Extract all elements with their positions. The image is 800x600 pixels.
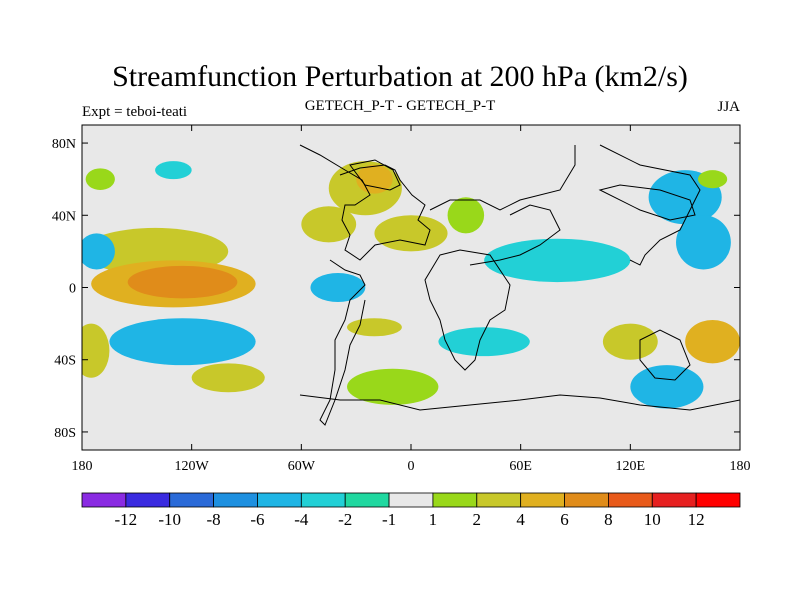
colorbar-label: 1	[429, 510, 438, 529]
contour-region-5	[82, 323, 110, 378]
contour-region-17	[685, 320, 740, 364]
season-label: JJA	[717, 99, 740, 115]
contour-region-24	[697, 170, 728, 189]
contour-region-16	[676, 215, 731, 270]
contour-region-20	[85, 168, 115, 191]
x-tick-label: 60E	[509, 459, 532, 474]
colorbar-label: -10	[158, 510, 181, 529]
coastline-greenland	[349, 159, 401, 191]
colorbar-label: -6	[250, 510, 264, 529]
axes: 180 120W 60W 0 60E 120E 180 80N 40N 0 40S 80S	[52, 125, 751, 474]
colorbar-swatch	[257, 492, 302, 508]
y-tick-label: 80N	[52, 137, 76, 152]
colorbar-label: 8	[604, 510, 613, 529]
colorbar-swatch	[169, 492, 215, 508]
colorbar-swatch	[300, 492, 346, 508]
y-tick-label: 0	[69, 282, 76, 297]
colorbar-label: 6	[560, 510, 569, 529]
contour-region-23	[447, 197, 485, 234]
contour-region-18	[602, 323, 658, 360]
chart-title: Streamfunction Perturbation at 200 hPa (…	[112, 60, 688, 93]
contour-region-14	[484, 238, 631, 283]
y-tick-label: 40S	[54, 354, 76, 369]
colorbar-label: 4	[516, 510, 525, 529]
experiment-label: Expt = teboi-teati	[82, 104, 188, 120]
contour-region-21	[347, 368, 439, 405]
x-tick-label: 120E	[616, 459, 646, 474]
colorbar-label: -2	[338, 510, 352, 529]
colorbar-label: -8	[207, 510, 221, 529]
contour-region-10	[374, 215, 448, 252]
colorbar-label: 12	[688, 510, 705, 529]
coastline-asia-north	[598, 184, 696, 221]
colorbar-swatch	[695, 492, 741, 508]
colorbar-label: 2	[473, 510, 482, 529]
y-tick-label: 80S	[54, 426, 76, 441]
x-tick-label: 180	[730, 459, 751, 474]
colorbar-swatch	[608, 492, 653, 508]
coastline-antarctica	[299, 394, 740, 411]
x-tick-label: 120W	[175, 459, 210, 474]
contour-region-22	[438, 327, 530, 357]
continent-outlines	[299, 144, 740, 426]
colorbar-swatch	[388, 492, 434, 508]
dataset-label: GETECH_P-T - GETECH_P-T	[304, 98, 496, 114]
contour-region-19	[630, 365, 704, 409]
colorbar-label: -1	[382, 510, 396, 529]
coastline-eurasia	[429, 144, 701, 266]
coastline-north-america	[299, 144, 431, 261]
colorbar-swatch	[213, 492, 258, 508]
contour-fields	[82, 161, 740, 409]
x-tick-label: 60W	[288, 459, 316, 474]
coastline-africa	[424, 249, 511, 371]
x-tick-label: 180	[72, 459, 93, 474]
contour-region-4	[191, 363, 265, 393]
colorbar-swatch	[476, 492, 522, 508]
colorbar-swatch	[432, 492, 478, 508]
colorbar-label: -12	[115, 510, 138, 529]
colorbar-swatch	[81, 492, 127, 508]
colorbar: -12 -10 -8 -6 -4 -2 -1 1 2 4 6 8 10 12	[81, 492, 741, 529]
colorbar-swatch	[125, 492, 171, 508]
contour-region-3	[109, 318, 256, 366]
contour-region-13	[155, 161, 192, 180]
colorbar-label: -4	[294, 510, 309, 529]
colorbar-swatch	[520, 492, 565, 508]
coastline-australia	[639, 329, 691, 381]
colorbar-label: 10	[644, 510, 661, 529]
contour-region-6	[82, 233, 115, 270]
contour-region-9	[301, 206, 357, 243]
colorbar-swatch	[344, 492, 390, 508]
contour-region-2	[127, 265, 238, 299]
colorbar-swatch	[651, 492, 697, 508]
y-tick-label: 40N	[52, 209, 76, 224]
colorbar-swatch	[564, 492, 609, 508]
x-tick-label: 0	[408, 459, 415, 474]
coastline-south-america	[319, 259, 366, 426]
contour-region-11	[310, 273, 366, 302]
